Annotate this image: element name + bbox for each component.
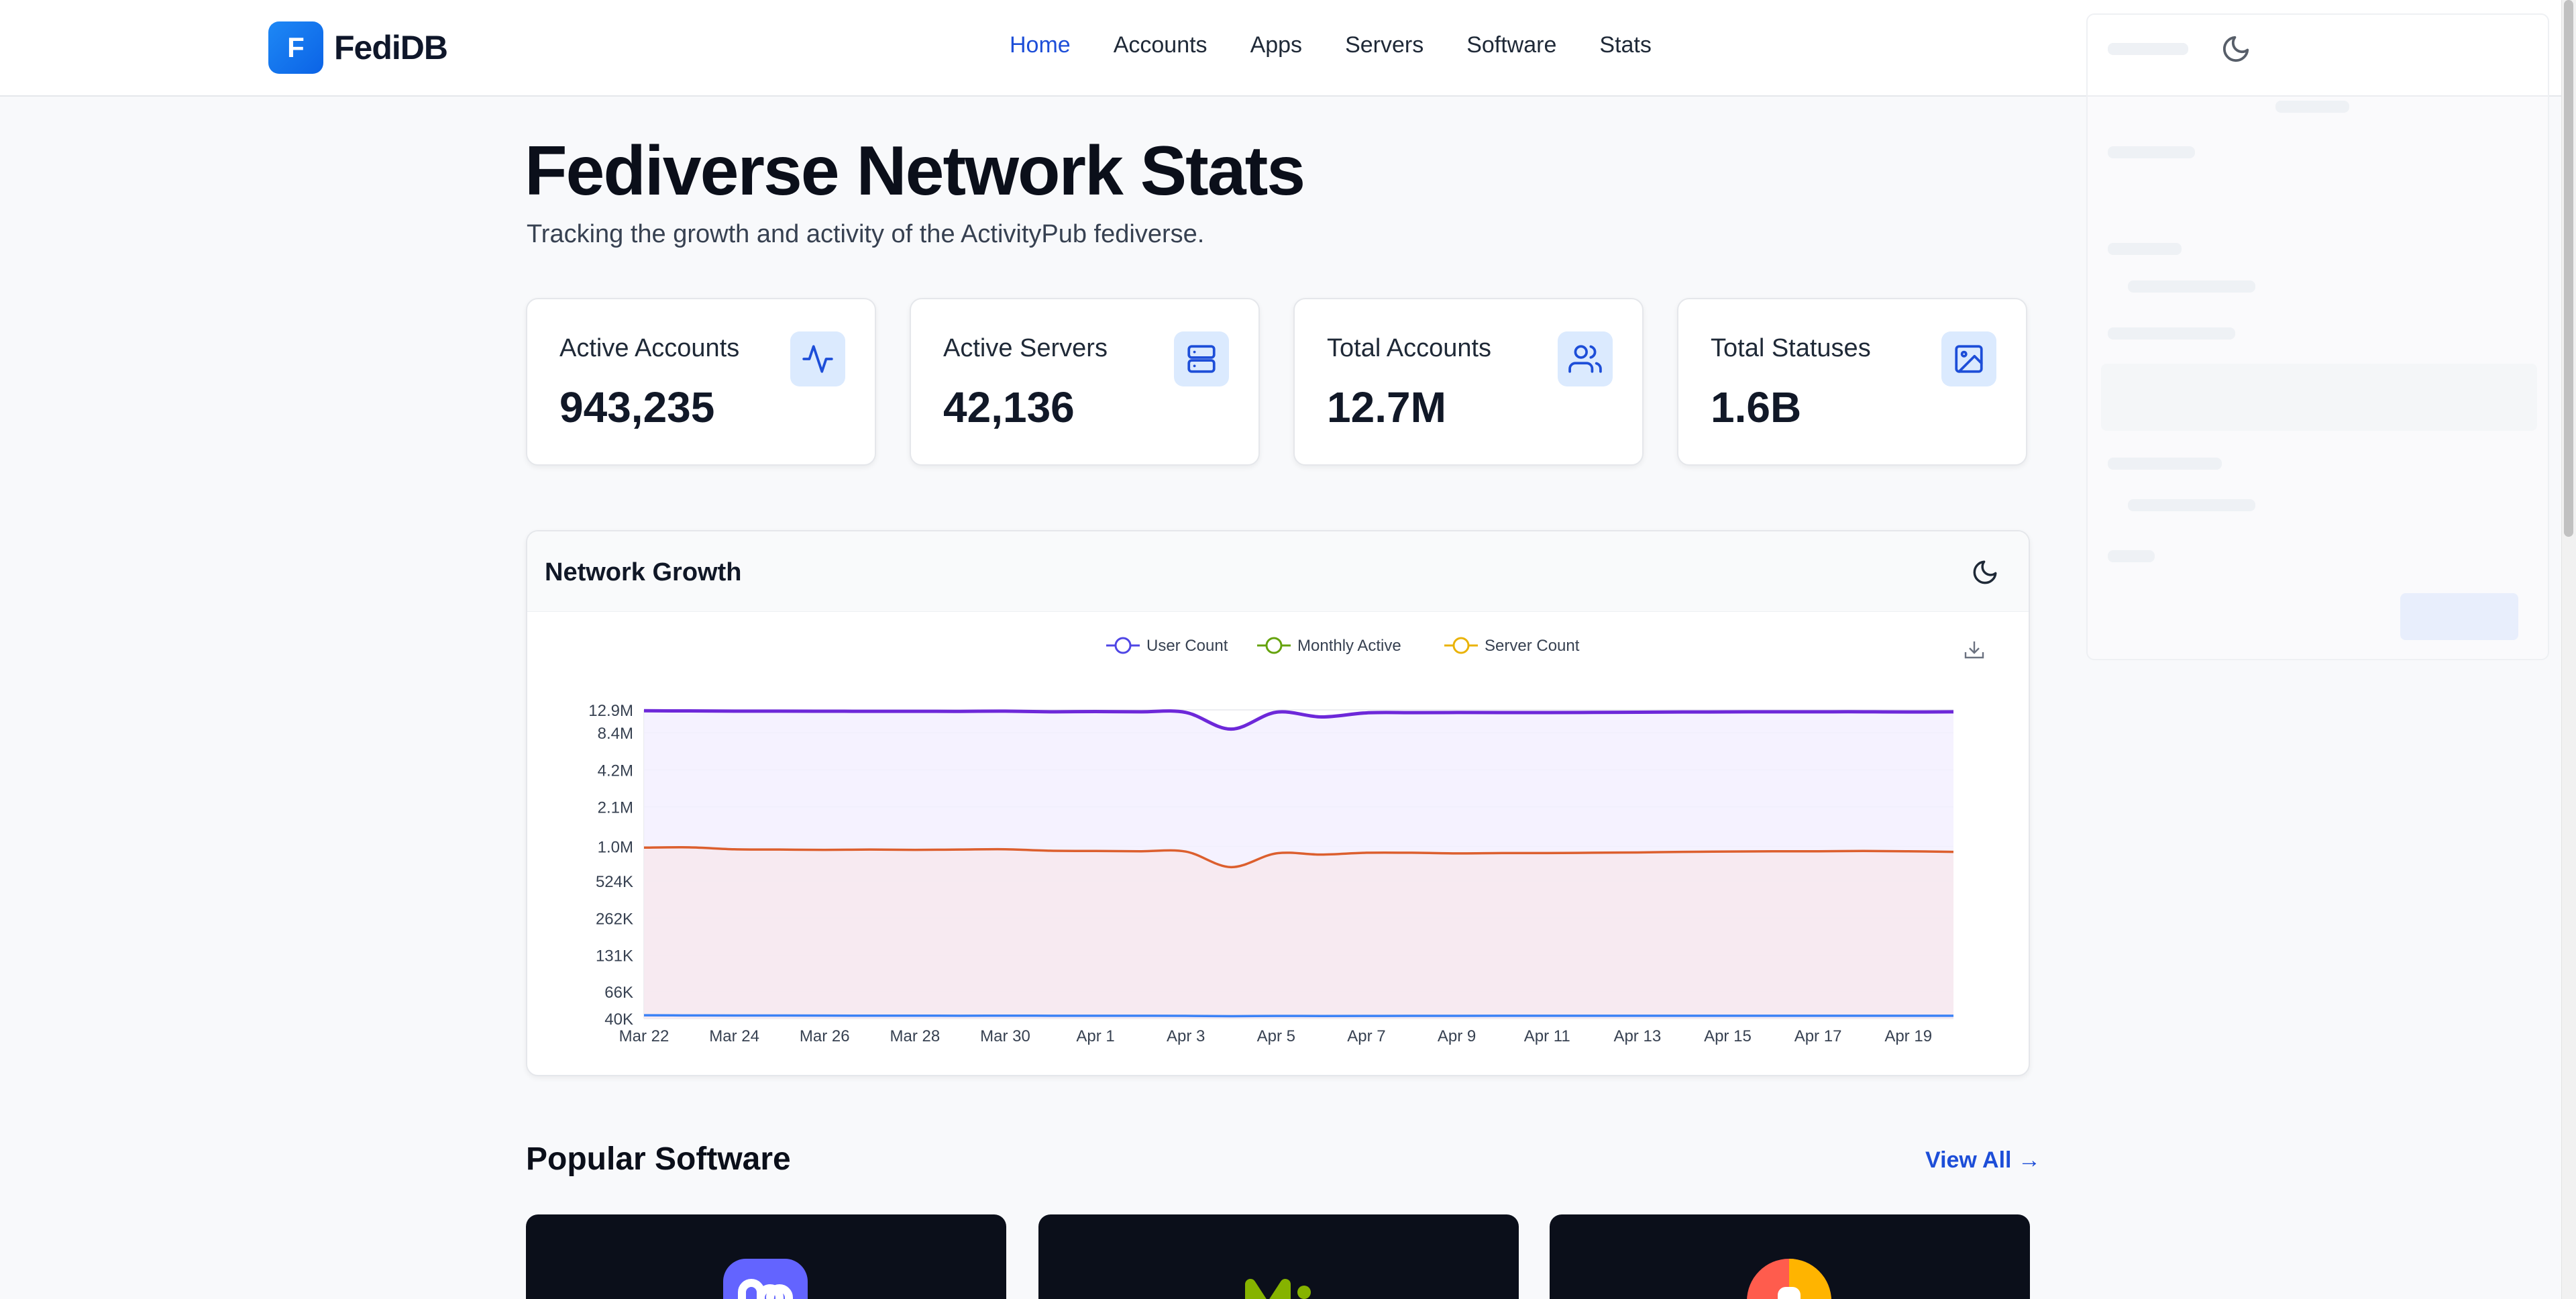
y-tick-label: 2.1M bbox=[598, 799, 633, 817]
page-subtitle: Tracking the growth and activity of the … bbox=[527, 220, 1205, 248]
y-tick-label: 12.9M bbox=[588, 702, 633, 720]
x-tick-label: Apr 19 bbox=[1884, 1027, 1932, 1045]
stat-card-active-accounts: Active Accounts 943,235 bbox=[526, 298, 876, 466]
software-card-mastodon[interactable] bbox=[526, 1214, 1006, 1299]
ghost-line bbox=[2108, 327, 2235, 340]
nav-accounts[interactable]: Accounts bbox=[1113, 32, 1208, 58]
moon-icon[interactable] bbox=[2220, 34, 2251, 64]
nav-home[interactable]: Home bbox=[1010, 32, 1071, 58]
ghost-line bbox=[2128, 499, 2255, 511]
ghost-line bbox=[2108, 43, 2188, 55]
nav-servers[interactable]: Servers bbox=[1345, 32, 1424, 58]
legend-item[interactable]: Monthly Active bbox=[1257, 637, 1401, 655]
x-tick-label: Mar 30 bbox=[980, 1027, 1030, 1045]
download-icon[interactable] bbox=[1964, 641, 1984, 659]
chart-card-header: Network Growth bbox=[527, 531, 2029, 612]
server-icon bbox=[1174, 331, 1229, 386]
mastodon-logo-icon bbox=[723, 1259, 808, 1299]
y-tick-label: 1.0M bbox=[598, 839, 633, 857]
brand-logo[interactable]: F bbox=[268, 21, 323, 74]
stat-card-active-servers: Active Servers 42,136 bbox=[910, 298, 1260, 466]
legend-label: User Count bbox=[1146, 637, 1228, 655]
software-card-pixelfed[interactable] bbox=[1550, 1214, 2030, 1299]
stat-card-total-accounts: Total Accounts 12.7M bbox=[1293, 298, 1644, 466]
stat-label: Active Servers bbox=[943, 334, 1108, 362]
y-tick-label: 40K bbox=[604, 1010, 633, 1029]
activity-icon bbox=[790, 331, 845, 386]
ghost-block bbox=[2101, 364, 2537, 431]
view-all-link[interactable]: View All → bbox=[1925, 1147, 2041, 1173]
y-tick-label: 8.4M bbox=[598, 725, 633, 743]
stat-value: 12.7M bbox=[1327, 383, 1446, 431]
stat-value: 943,235 bbox=[559, 383, 715, 431]
series-line-0[interactable] bbox=[643, 709, 1954, 731]
nav-software[interactable]: Software bbox=[1466, 32, 1557, 58]
x-tick-label: Apr 1 bbox=[1076, 1027, 1114, 1045]
main-nav: Home Accounts Apps Servers Software Stat… bbox=[1010, 32, 1652, 58]
image-icon bbox=[1941, 331, 1996, 386]
stat-label: Total Accounts bbox=[1327, 334, 1492, 362]
x-tick-label: Mar 24 bbox=[709, 1027, 759, 1045]
x-tick-label: Mar 28 bbox=[890, 1027, 941, 1045]
stat-value: 42,136 bbox=[943, 383, 1075, 431]
section-title-popular-software: Popular Software bbox=[526, 1141, 791, 1177]
x-tick-label: Apr 3 bbox=[1167, 1027, 1205, 1045]
misskey-logo-icon bbox=[1245, 1279, 1311, 1299]
stat-label: Total Statuses bbox=[1711, 334, 1871, 362]
brand[interactable]: F FediDB bbox=[268, 21, 448, 74]
ghost-line bbox=[2275, 101, 2349, 113]
stat-card-total-statuses: Total Statuses 1.6B bbox=[1677, 298, 2027, 466]
chart-card-title: Network Growth bbox=[545, 558, 742, 586]
ghost-line bbox=[2128, 280, 2255, 293]
y-tick-label: 66K bbox=[604, 984, 633, 1002]
y-tick-label: 524K bbox=[596, 873, 633, 891]
brand-name[interactable]: FediDB bbox=[334, 29, 448, 66]
x-tick-label: Apr 7 bbox=[1347, 1027, 1385, 1045]
series-line-2[interactable] bbox=[643, 1014, 1954, 1018]
x-tick-label: Apr 11 bbox=[1524, 1027, 1570, 1045]
x-tick-label: Mar 26 bbox=[800, 1027, 850, 1045]
x-tick-label: Apr 15 bbox=[1704, 1027, 1752, 1045]
y-tick-label: 131K bbox=[596, 947, 633, 966]
scrollbar-thumb[interactable] bbox=[2564, 0, 2573, 537]
legend-item[interactable]: Server Count bbox=[1444, 637, 1580, 655]
network-growth-chart[interactable]: User Count Monthly Active Server Count 40K… bbox=[527, 612, 2030, 1076]
nav-apps[interactable]: Apps bbox=[1250, 32, 1303, 58]
faded-filter-panel bbox=[2086, 13, 2549, 660]
moon-icon[interactable] bbox=[1971, 558, 1999, 586]
software-card-misskey[interactable] bbox=[1038, 1214, 1519, 1299]
ghost-line bbox=[2108, 146, 2195, 158]
stat-label: Active Accounts bbox=[559, 334, 740, 362]
ghost-line bbox=[2108, 550, 2155, 562]
series-area-1 bbox=[644, 847, 1953, 1019]
legend-item[interactable]: User Count bbox=[1106, 637, 1228, 655]
pixelfed-logo-icon bbox=[1747, 1259, 1831, 1299]
chart-legend[interactable]: User Count Monthly Active Server Count bbox=[1106, 637, 1580, 655]
x-tick-label: Apr 17 bbox=[1794, 1027, 1842, 1045]
x-tick-label: Apr 9 bbox=[1438, 1027, 1476, 1045]
users-icon bbox=[1558, 331, 1613, 386]
x-tick-label: Mar 22 bbox=[619, 1027, 669, 1045]
y-tick-label: 262K bbox=[596, 910, 633, 928]
ghost-line bbox=[2108, 243, 2182, 255]
ghost-line bbox=[2108, 458, 2222, 470]
legend-label: Monthly Active bbox=[1297, 637, 1401, 655]
network-growth-card: Network Growth User Count Monthly Active S… bbox=[526, 530, 2030, 1076]
ghost-button bbox=[2400, 593, 2518, 640]
x-tick-label: Apr 5 bbox=[1257, 1027, 1295, 1045]
nav-stats[interactable]: Stats bbox=[1599, 32, 1652, 58]
x-tick-label: Apr 13 bbox=[1613, 1027, 1661, 1045]
page-title: Fediverse Network Stats bbox=[525, 132, 1305, 210]
stat-value: 1.6B bbox=[1711, 383, 1802, 431]
y-tick-label: 4.2M bbox=[598, 762, 633, 780]
legend-label: Server Count bbox=[1485, 637, 1580, 655]
series-line-1[interactable] bbox=[643, 845, 1954, 869]
